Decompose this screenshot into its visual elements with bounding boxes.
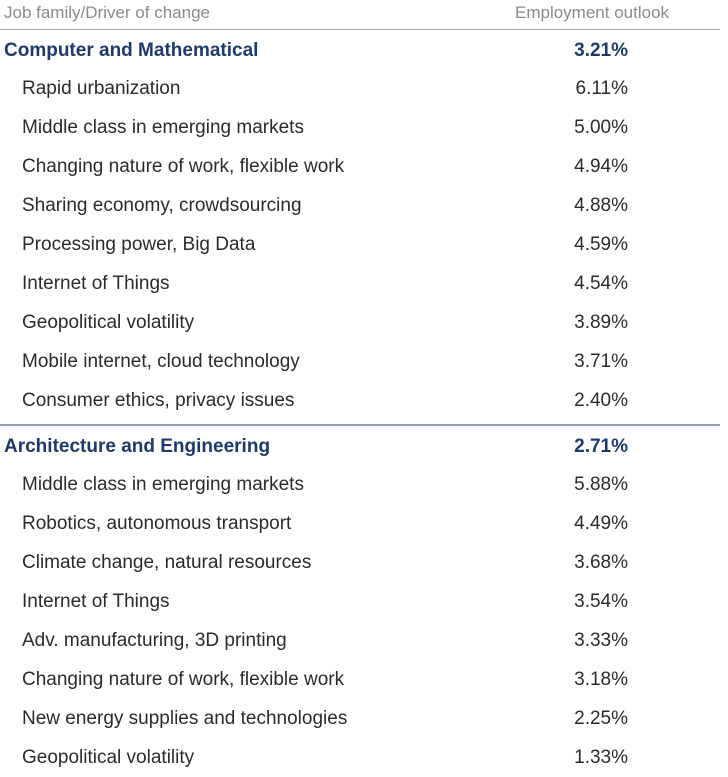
row-value: 6.11%	[575, 78, 628, 99]
table-row: Geopolitical volatility 1.33%	[0, 738, 720, 777]
row-label: Middle class in emerging markets	[22, 474, 304, 495]
row-value: 4.88%	[574, 195, 628, 216]
row-label: Mobile internet, cloud technology	[22, 351, 300, 372]
row-value: 4.49%	[574, 513, 628, 534]
row-value: 4.54%	[574, 273, 628, 294]
row-value: 2.25%	[574, 708, 628, 729]
group-divider	[0, 424, 720, 426]
table-row: Internet of Things 4.54%	[0, 264, 720, 303]
group-row-computer-mathematical: Computer and Mathematical 3.21%	[0, 30, 720, 69]
group-label: Architecture and Engineering	[4, 436, 271, 457]
table-row: Mobile internet, cloud technology 3.71%	[0, 342, 720, 381]
table-row: Adv. manufacturing, 3D printing 3.33%	[0, 621, 720, 660]
table-row: Rapid urbanization 6.11%	[0, 69, 720, 108]
row-value: 4.59%	[574, 234, 628, 255]
table-row: Middle class in emerging markets 5.00%	[0, 108, 720, 147]
row-label: Robotics, autonomous transport	[22, 513, 292, 534]
row-label: Rapid urbanization	[22, 78, 181, 99]
row-label: New energy supplies and technologies	[22, 708, 348, 729]
row-value: 3.89%	[574, 312, 628, 333]
row-value: 3.71%	[574, 351, 628, 372]
row-label: Adv. manufacturing, 3D printing	[22, 630, 287, 651]
row-value: 5.88%	[574, 474, 628, 495]
table-row: Climate change, natural resources 3.68%	[0, 543, 720, 582]
row-label: Changing nature of work, flexible work	[22, 156, 345, 177]
table-row: Robotics, autonomous transport 4.49%	[0, 504, 720, 543]
table-row: Geopolitical volatility 3.89%	[0, 303, 720, 342]
column-header-driver: Job family/Driver of change	[4, 3, 210, 22]
row-label: Sharing economy, crowdsourcing	[22, 195, 302, 216]
table-row: Internet of Things 3.54%	[0, 582, 720, 621]
row-label: Processing power, Big Data	[22, 234, 256, 255]
row-label: Geopolitical volatility	[22, 312, 195, 333]
row-label: Middle class in emerging markets	[22, 117, 304, 138]
row-value: 2.40%	[574, 390, 628, 411]
table-row: Sharing economy, crowdsourcing 4.88%	[0, 186, 720, 225]
row-value: 5.00%	[574, 117, 628, 138]
group-value: 2.71%	[574, 436, 628, 457]
table-row: Middle class in emerging markets 5.88%	[0, 465, 720, 504]
table-row: Consumer ethics, privacy issues 2.40%	[0, 381, 720, 420]
row-label: Climate change, natural resources	[22, 552, 312, 573]
table-row: Processing power, Big Data 4.59%	[0, 225, 720, 264]
table-row: Changing nature of work, flexible work 3…	[0, 660, 720, 699]
group-row-architecture-engineering: Architecture and Engineering 2.71%	[0, 426, 720, 465]
row-value: 3.54%	[574, 591, 628, 612]
column-header-outlook: Employment outlook	[515, 3, 670, 22]
row-label: Geopolitical volatility	[22, 747, 195, 768]
table-row: New energy supplies and technologies 2.2…	[0, 699, 720, 738]
table-row: Changing nature of work, flexible work 4…	[0, 147, 720, 186]
row-value: 3.18%	[574, 669, 628, 690]
row-label: Internet of Things	[22, 591, 170, 612]
row-label: Internet of Things	[22, 273, 170, 294]
row-value: 3.33%	[574, 630, 628, 651]
row-label: Consumer ethics, privacy issues	[22, 390, 295, 411]
group-label: Computer and Mathematical	[4, 40, 259, 61]
row-label: Changing nature of work, flexible work	[22, 669, 345, 690]
row-value: 4.94%	[574, 156, 628, 177]
table-header: Job family/Driver of change Employment o…	[0, 0, 720, 30]
row-value: 1.33%	[574, 747, 628, 768]
row-value: 3.68%	[574, 552, 628, 573]
group-value: 3.21%	[574, 40, 628, 61]
